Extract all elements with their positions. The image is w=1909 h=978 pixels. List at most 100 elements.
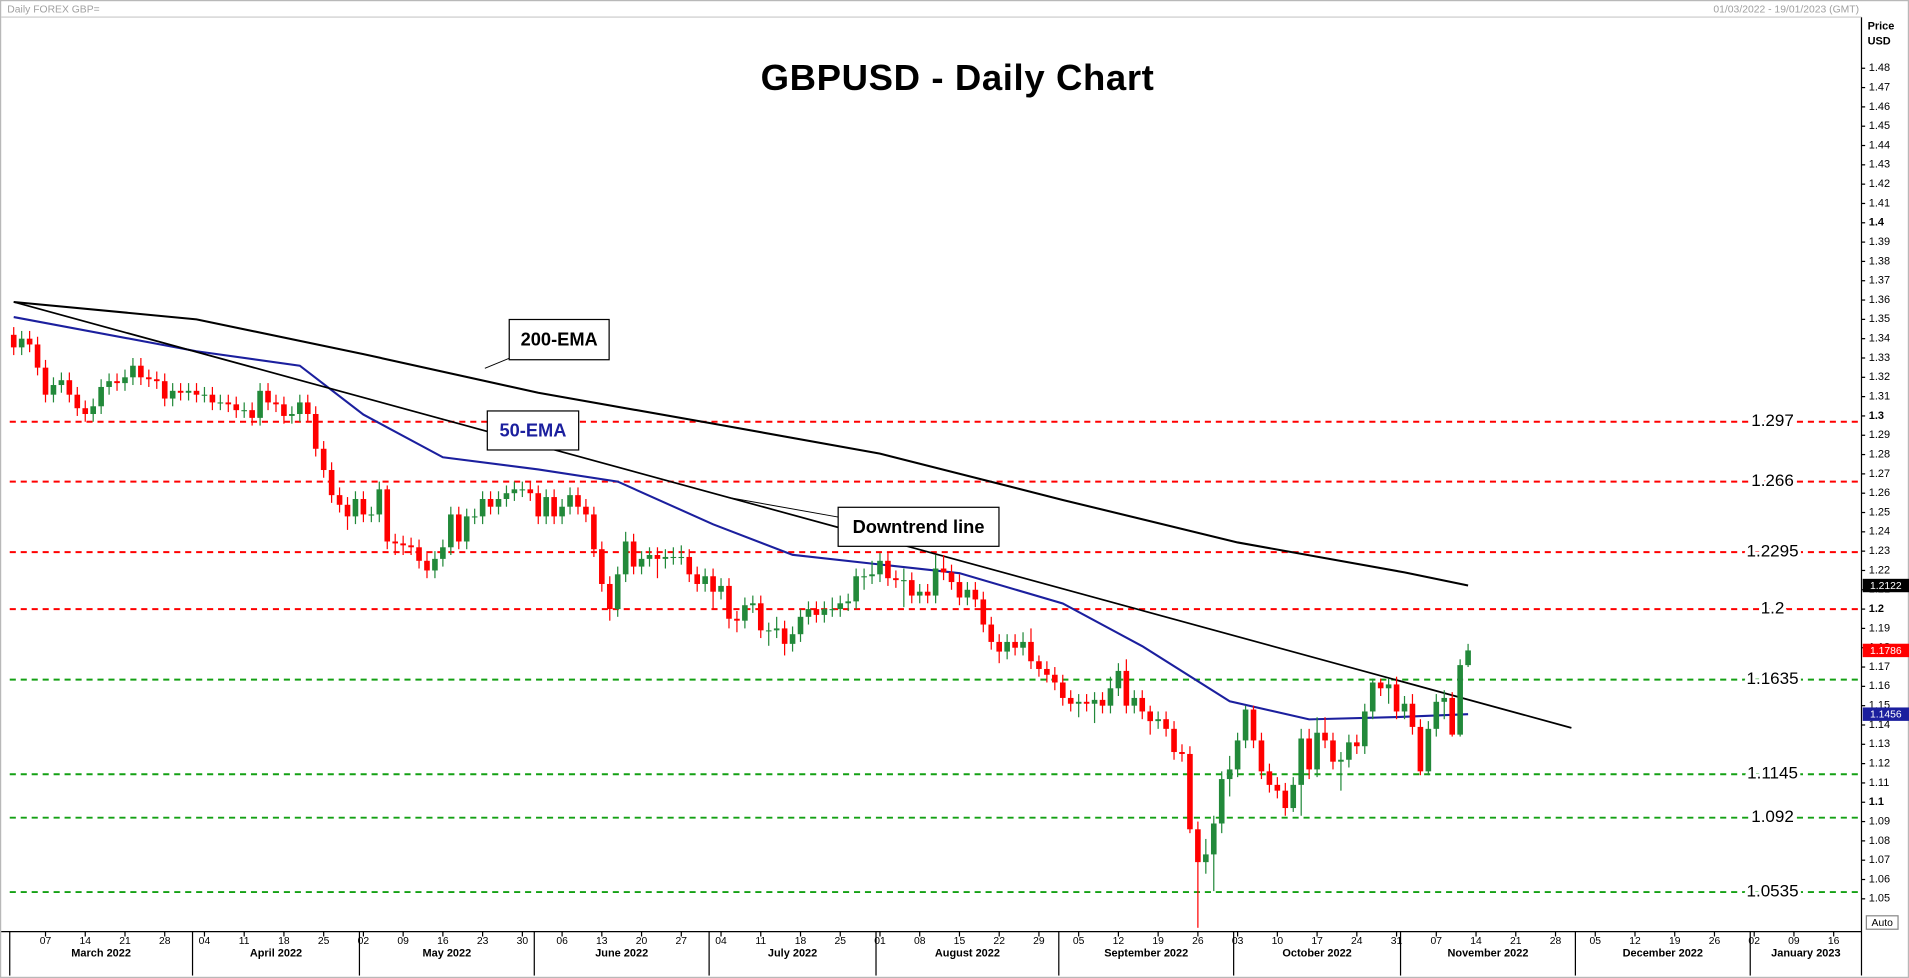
candle-body (662, 556, 669, 559)
candle-body (1282, 790, 1289, 809)
candle-body (304, 402, 311, 415)
auto-button[interactable] (1865, 915, 1899, 930)
candle-body (479, 498, 486, 517)
candle-body (1242, 709, 1249, 741)
price-tag (1862, 707, 1909, 721)
candle-body (455, 514, 462, 542)
candle-body (249, 410, 255, 418)
candle-body (916, 591, 923, 596)
y-tick-label: 1.11 (1869, 777, 1890, 789)
candle-body (273, 402, 279, 405)
x-tick-label: 31 (1391, 936, 1403, 947)
candle-body (1004, 641, 1010, 652)
candle-body (1457, 665, 1463, 735)
candle-body (869, 574, 875, 577)
candle-body (1091, 699, 1098, 704)
x-tick-label: 15 (954, 936, 966, 947)
month-label: July 2022 (768, 947, 817, 959)
x-tick-label: 19 (1669, 936, 1681, 947)
candle-body (432, 558, 438, 571)
candle-body (511, 489, 518, 494)
candle-body (1441, 697, 1448, 702)
candle-body (201, 394, 208, 396)
series-line (13, 300, 1469, 587)
x-tick-label: 05 (1073, 936, 1085, 947)
candle-body (567, 495, 573, 507)
candle-body (535, 493, 542, 517)
candle-body (1195, 829, 1201, 863)
x-tick-label: 18 (795, 936, 807, 947)
candle-body (503, 493, 510, 499)
candle-body (853, 576, 859, 602)
month-label: April 2022 (250, 947, 302, 959)
candle-body (1147, 711, 1153, 722)
candle-body (153, 379, 160, 382)
month-label: October 2022 (1282, 947, 1351, 959)
candle-body (225, 402, 232, 405)
x-tick-label: 16 (437, 936, 449, 947)
candle-body (1044, 668, 1050, 675)
annotation-label: 50-EMA (500, 420, 567, 441)
x-tick-label: 16 (1828, 936, 1840, 947)
x-tick-label: 12 (1629, 936, 1641, 947)
month-label: January 2023 (1771, 947, 1840, 959)
y-tick-label: 1.41 (1869, 197, 1890, 209)
candle-body (1433, 701, 1440, 729)
x-tick-label: 08 (914, 936, 926, 947)
annotations: 1.297 1.266 1.2295 1.2 1.1635 1.1145 1.092 1.05… (484, 318, 1802, 904)
candle-body (320, 448, 327, 471)
candle-body (1099, 699, 1106, 706)
candle-body (1361, 711, 1368, 747)
candle-body (797, 616, 804, 635)
x-tick-label: 21 (119, 936, 131, 947)
candle-body (82, 408, 89, 415)
price-tag-label: 1.2122 (1870, 581, 1902, 592)
x-tick-label: 04 (199, 936, 211, 947)
auto-label[interactable]: Auto (1872, 918, 1894, 929)
month-label: March 2022 (71, 947, 131, 959)
candle-body (646, 555, 653, 559)
candle-body (638, 558, 645, 567)
candle-body (1274, 784, 1281, 791)
candle-body (678, 556, 685, 559)
candle-body (630, 541, 637, 567)
candle-body (1369, 682, 1376, 712)
candle-body (670, 556, 677, 559)
candle-body (26, 338, 33, 345)
y-tick-label: 1.38 (1869, 255, 1890, 267)
candle-body (932, 568, 939, 596)
y-tick-label: 1.35 (1869, 313, 1890, 325)
candle-body (1258, 740, 1265, 772)
x-tick-label: 14 (1470, 936, 1482, 947)
candle-body (495, 498, 502, 507)
candle-body (1330, 740, 1336, 762)
x-tick-label: 04 (715, 936, 727, 947)
y-tick-label: 1.1 (1869, 796, 1884, 808)
y-tick-label: 1.42 (1869, 178, 1890, 190)
x-tick-label: 19 (1152, 936, 1164, 947)
candles (10, 327, 1471, 928)
candle-body (773, 628, 780, 631)
candle-body (209, 394, 216, 403)
y-tick-label: 1.47 (1869, 81, 1890, 93)
candle-body (519, 489, 526, 491)
series-line (13, 301, 1572, 729)
candle-body (1338, 759, 1344, 762)
x-tick-label: 27 (676, 936, 688, 947)
x-tick-label: 07 (40, 936, 52, 947)
candle-body (34, 344, 41, 368)
axes: 1.051.061.071.081.091.11.111.121.131.141… (9, 62, 1909, 976)
x-tick-label: 17 (1311, 936, 1323, 947)
candle-body (1115, 670, 1122, 689)
x-tick-label: 02 (1748, 936, 1760, 947)
candle-body (312, 414, 319, 449)
candle-body (893, 578, 899, 581)
candle-body (161, 381, 168, 399)
x-tick-label: 09 (397, 936, 409, 947)
annotation-box (837, 506, 1000, 547)
candle-body (694, 574, 700, 584)
candle-body (908, 580, 915, 596)
y-tick-label: 1.12 (1869, 758, 1890, 770)
